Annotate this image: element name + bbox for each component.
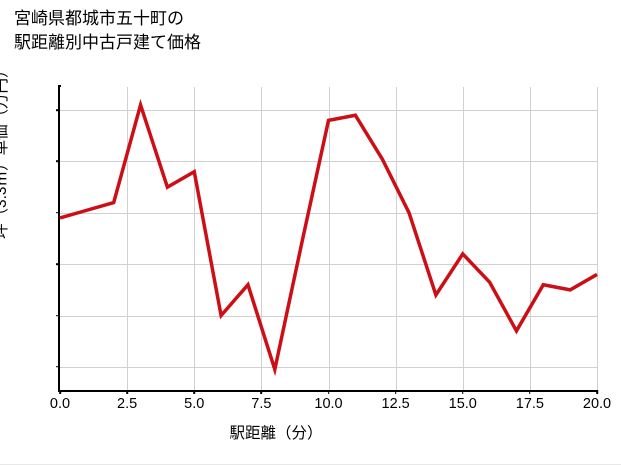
x-tick-label: 7.5 (251, 396, 272, 412)
y-tick-mark (56, 263, 60, 265)
x-tick-label: 2.5 (117, 396, 138, 412)
plot-area (56, 87, 598, 394)
gridline-vertical (462, 87, 464, 390)
y-axis-spine (58, 85, 61, 392)
line-series-svg (59, 98, 598, 377)
gridline-vertical (529, 87, 531, 390)
gridline-vertical (395, 87, 397, 390)
x-tick-mark (461, 390, 464, 394)
x-axis-label: 駅距離（分） (229, 425, 323, 442)
y-tick-mark (56, 160, 60, 163)
x-tick-mark (327, 390, 330, 394)
y-tick-mark (56, 366, 60, 368)
x-tick-mark (59, 390, 61, 394)
x-tick-mark (394, 390, 397, 394)
x-tick-mark (126, 390, 128, 394)
y-tick-mark (56, 109, 60, 111)
x-tick-label: 17.5 (515, 396, 544, 412)
gridline-vertical (328, 87, 330, 390)
data-line (59, 98, 598, 377)
x-tick-label: 15.0 (448, 396, 477, 412)
x-axis-spine (58, 389, 597, 392)
gridline-vertical (261, 87, 263, 390)
x-tick-label: 20.0 (582, 396, 612, 412)
y-tick-mark (56, 314, 60, 317)
x-tick-label: 0.0 (49, 396, 71, 412)
x-tick-mark (193, 390, 196, 394)
x-tick-mark (260, 390, 263, 394)
y-tick-mark (56, 212, 60, 214)
gridline-vertical (127, 87, 129, 390)
x-tick-mark (596, 390, 598, 394)
gridline-vertical (194, 87, 196, 390)
x-tick-label: 12.5 (381, 396, 410, 412)
gridline-vertical (597, 87, 598, 390)
x-tick-label: 5.0 (184, 396, 205, 412)
x-tick-mark (529, 390, 531, 394)
chart-title: 宮崎県都城市五十町の 駅距離別中古戸建て価格 (14, 9, 201, 53)
x-tick-label: 10.0 (314, 396, 343, 412)
y-axis-label: 坪（3.3㎡）単価（万円） (0, 62, 10, 239)
